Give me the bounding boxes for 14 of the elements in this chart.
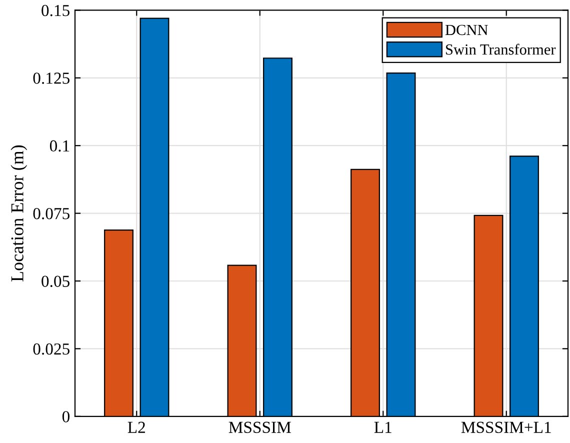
y-tick-label: 0 [62, 411, 70, 422]
legend-label: Swin Transformer [446, 44, 556, 55]
x-tick-label: L1 [374, 422, 392, 433]
x-tick-label: MSSSIM+L1 [461, 422, 551, 433]
y-tick-label: 0.125 [33, 72, 70, 84]
y-axis-title: Location Error (m) [10, 145, 28, 282]
x-tick-label: MSSSIM [228, 422, 291, 433]
y-tick-label: 0.15 [42, 4, 70, 16]
y-tick-label: 0.05 [42, 276, 70, 288]
x-tick-label: L2 [128, 422, 145, 433]
y-tick-label: 0.075 [33, 208, 70, 220]
y-tick-label: 0.1 [50, 140, 70, 152]
legend-label: DCNN [445, 24, 488, 36]
y-tick-label: 0.025 [33, 343, 70, 355]
